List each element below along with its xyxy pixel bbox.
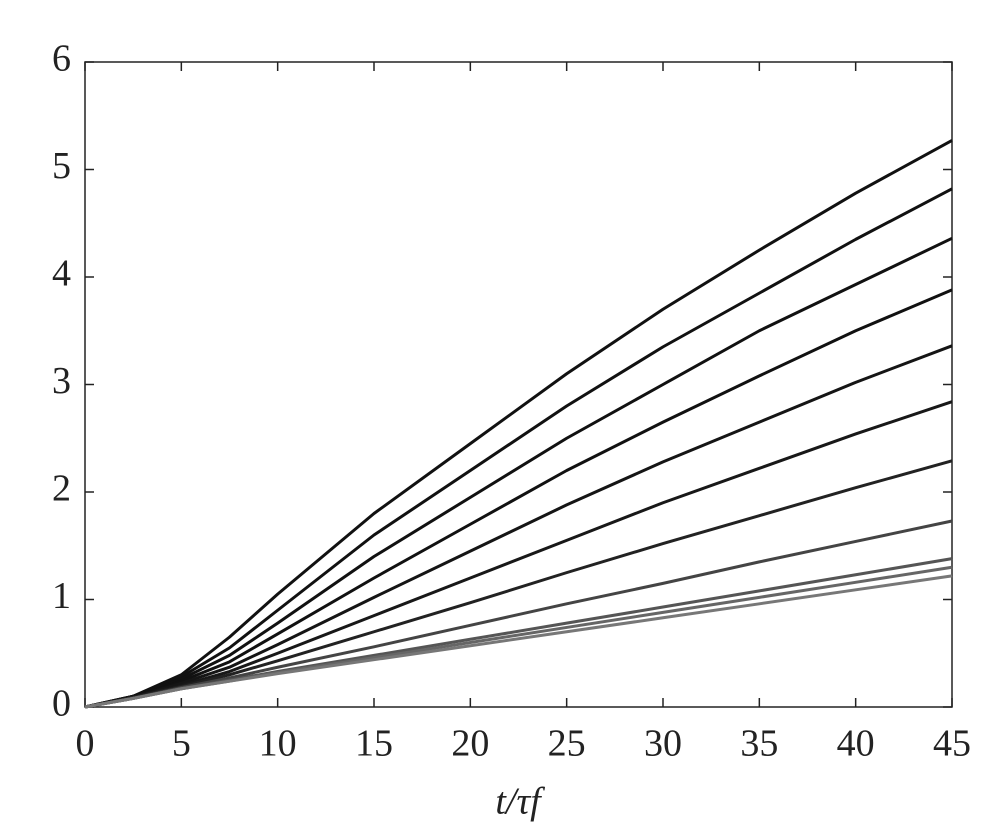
series-line — [84, 574, 953, 709]
y-tick-label: 5 — [52, 145, 71, 187]
x-tick-label: 5 — [172, 723, 191, 765]
x-tick-label: 10 — [259, 723, 297, 765]
y-tick-label: 6 — [52, 38, 71, 80]
series-line — [84, 139, 953, 709]
x-tick-label: 30 — [644, 723, 682, 765]
x-tick-label: 40 — [837, 723, 875, 765]
x-tick-label: 25 — [548, 723, 586, 765]
x-axis-label: t/τf — [495, 781, 545, 823]
series-line — [84, 236, 953, 709]
series-line — [84, 187, 953, 709]
x-tick-label: 15 — [355, 723, 393, 765]
series-line — [84, 288, 953, 709]
y-tick-label: 1 — [52, 575, 71, 617]
y-tick-label: 4 — [52, 253, 71, 295]
x-tick-label: 0 — [76, 723, 95, 765]
x-tick-label: 35 — [740, 723, 778, 765]
y-tick-label: 0 — [52, 683, 71, 725]
plot-frame — [84, 61, 953, 708]
y-tick-label: 3 — [52, 360, 71, 402]
x-tick-label: 20 — [451, 723, 489, 765]
series-line — [84, 344, 953, 709]
x-tick-label: 45 — [933, 723, 971, 765]
y-tick-label: 2 — [52, 468, 71, 510]
